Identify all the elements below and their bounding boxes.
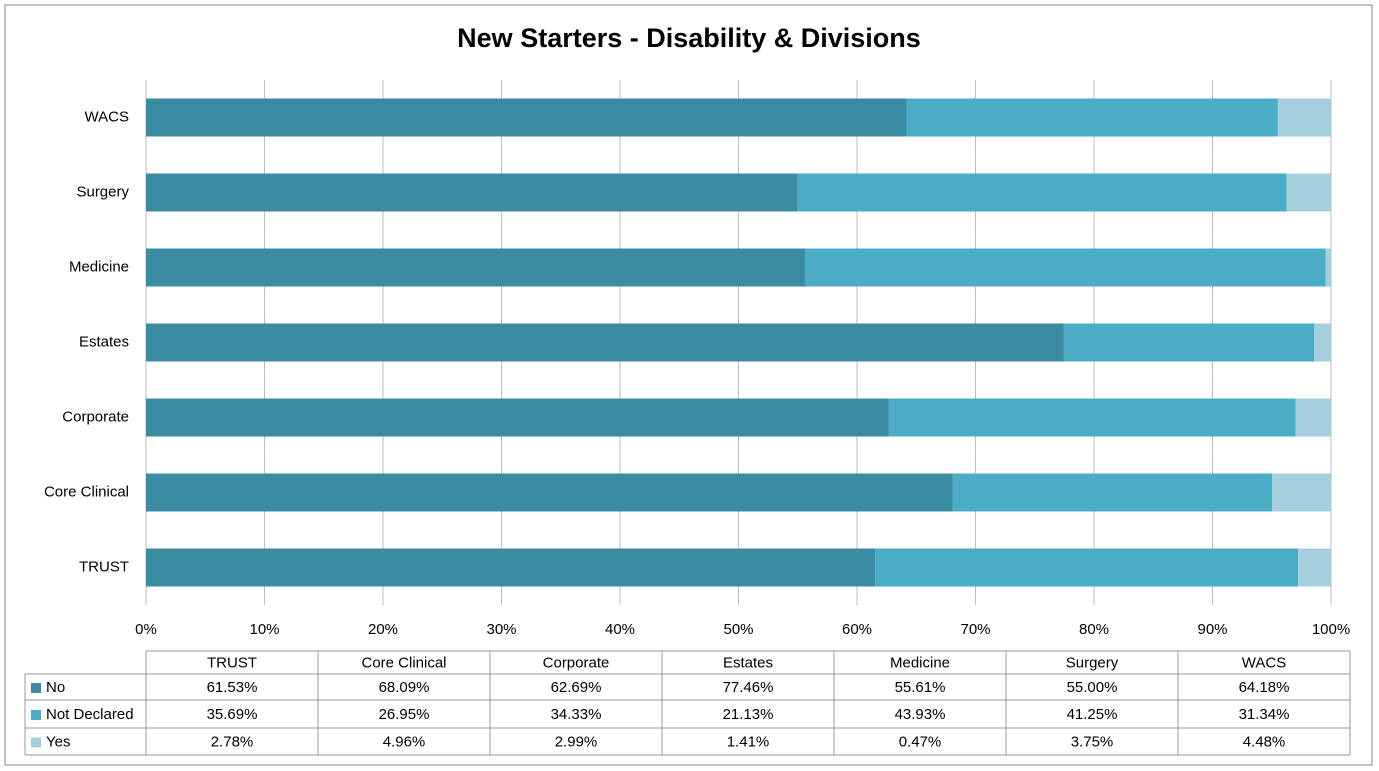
y-tick-label: Core Clinical xyxy=(44,483,129,500)
x-tick-label: 80% xyxy=(1079,621,1109,638)
x-tick-label: 40% xyxy=(605,621,635,638)
table-cell: 62.69% xyxy=(551,679,602,696)
bar-segment xyxy=(875,548,1299,587)
x-tick-label: 50% xyxy=(723,621,753,638)
table-header: Core Clinical xyxy=(361,654,446,671)
bar-segment xyxy=(146,98,907,137)
bar-segment xyxy=(1325,248,1332,287)
bar-segment xyxy=(1295,398,1332,437)
table-cell: 34.33% xyxy=(551,706,602,723)
x-tick-label: 90% xyxy=(1197,621,1227,638)
table-cell: 0.47% xyxy=(899,733,942,750)
bar-segment xyxy=(146,248,805,287)
y-tick-label: Surgery xyxy=(76,183,129,200)
table-cell: 3.75% xyxy=(1071,733,1114,750)
bar-segment xyxy=(804,248,1326,287)
table-cell: 1.41% xyxy=(727,733,770,750)
y-tick-label: TRUST xyxy=(79,558,129,575)
table-cell: 55.61% xyxy=(895,679,946,696)
legend-label: Yes xyxy=(46,733,70,750)
bar-segment xyxy=(1272,473,1331,512)
table-cell: 2.78% xyxy=(211,733,254,750)
bar-segment xyxy=(146,473,953,512)
bar-segment xyxy=(146,323,1064,362)
table-cell: 43.93% xyxy=(895,706,946,723)
bar-segment xyxy=(1286,173,1331,212)
table-cell: 4.96% xyxy=(383,733,426,750)
x-tick-label: 20% xyxy=(368,621,398,638)
legend-label: No xyxy=(46,679,65,696)
bar-segment xyxy=(146,398,889,437)
table-header: Corporate xyxy=(543,654,610,671)
bar-segment xyxy=(1298,548,1331,587)
bar-segment xyxy=(146,173,798,212)
bar-segment xyxy=(952,473,1273,512)
bar-segment xyxy=(797,173,1287,212)
table-cell: 4.48% xyxy=(1243,733,1286,750)
table-cell: 2.99% xyxy=(555,733,598,750)
x-tick-label: 30% xyxy=(486,621,516,638)
bar-segment xyxy=(1277,98,1331,137)
bar-segment xyxy=(1314,323,1331,362)
bar-segment xyxy=(888,398,1296,437)
table-cell: 31.34% xyxy=(1239,706,1290,723)
x-tick-label: 100% xyxy=(1312,621,1350,638)
y-tick-label: WACS xyxy=(85,108,129,125)
table-header: Estates xyxy=(723,654,773,671)
legend-swatch xyxy=(31,737,41,748)
table-cell: 35.69% xyxy=(207,706,258,723)
chart-title: New Starters - Disability & Divisions xyxy=(457,23,921,53)
table-cell: 21.13% xyxy=(723,706,774,723)
bar-segment xyxy=(146,548,876,587)
table-cell: 26.95% xyxy=(379,706,430,723)
x-tick-label: 60% xyxy=(842,621,872,638)
legend-label: Not Declared xyxy=(46,706,134,723)
legend-swatch xyxy=(31,683,41,693)
table-header: TRUST xyxy=(207,654,257,671)
table-header: WACS xyxy=(1242,654,1286,671)
bar-segment xyxy=(906,98,1278,137)
y-tick-label: Corporate xyxy=(62,408,129,425)
table-cell: 55.00% xyxy=(1067,679,1118,696)
table-header: Surgery xyxy=(1066,654,1119,671)
legend-swatch xyxy=(31,710,41,720)
table-header: Medicine xyxy=(890,654,950,671)
table-cell: 64.18% xyxy=(1239,679,1290,696)
bar-segment xyxy=(1063,323,1315,362)
table-cell: 41.25% xyxy=(1067,706,1118,723)
table-cell: 68.09% xyxy=(379,679,430,696)
x-tick-label: 10% xyxy=(249,621,279,638)
table-cell: 61.53% xyxy=(207,679,258,696)
x-tick-label: 0% xyxy=(135,621,157,638)
x-tick-label: 70% xyxy=(960,621,990,638)
table-cell: 77.46% xyxy=(723,679,774,696)
y-tick-label: Medicine xyxy=(69,258,129,275)
y-tick-label: Estates xyxy=(79,333,129,350)
